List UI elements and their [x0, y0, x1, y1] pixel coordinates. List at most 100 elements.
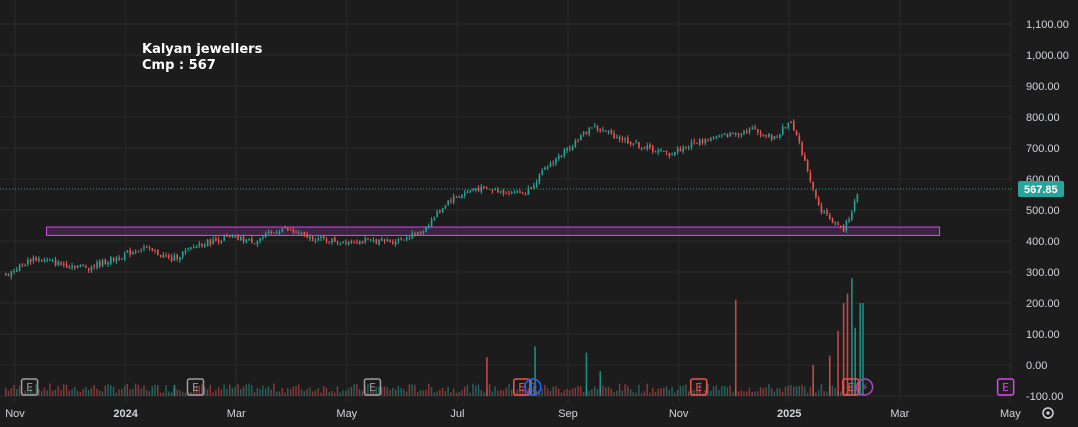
volume-bar — [737, 391, 740, 396]
candle-body — [558, 155, 560, 159]
candle-body — [701, 140, 704, 143]
candle-body — [314, 240, 317, 242]
event-marker-earnings[interactable]: E — [689, 378, 708, 396]
price-axis[interactable]: 1,100.001,000.00900.00800.00700.00600.00… — [1026, 19, 1069, 403]
candle-body — [115, 257, 118, 262]
volume-spike — [851, 278, 853, 396]
volume-bar — [593, 386, 596, 396]
candle-body — [704, 139, 707, 144]
volume-bar — [99, 390, 101, 396]
volume-bar — [85, 386, 87, 396]
event-marker-earnings[interactable]: E — [513, 378, 531, 396]
volume-bar — [582, 392, 585, 396]
candle-body — [682, 147, 685, 152]
candle-body — [408, 238, 411, 240]
candle-body — [212, 239, 214, 245]
candle-body — [768, 133, 770, 137]
event-marker-earnings[interactable]: E — [842, 378, 860, 396]
chart-settings-icon[interactable] — [1042, 407, 1054, 419]
chart-text-annotation[interactable]: Kalyan jewellers Cmp : 567 — [142, 42, 262, 74]
support-zone-rect[interactable] — [45, 226, 941, 236]
candle-body — [16, 269, 18, 272]
volume-bar — [170, 392, 173, 396]
candle-body — [18, 264, 21, 271]
time-axis[interactable]: Nov 2024 Mar May Jul Sep Nov 2025 Mar May — [5, 408, 1021, 420]
volume-spike — [486, 357, 488, 396]
candle-body — [571, 146, 574, 150]
candle-body — [632, 143, 635, 145]
candle-body — [759, 132, 762, 136]
event-marker-label: E — [26, 381, 33, 394]
candle-body — [411, 233, 414, 239]
volume-spike — [859, 303, 861, 396]
candle-body — [851, 212, 853, 220]
candle-body — [826, 210, 828, 214]
candle-body — [842, 225, 845, 232]
candle-body — [463, 192, 466, 196]
volume-bar — [93, 385, 95, 396]
volume-bar — [519, 389, 521, 396]
candle-body — [93, 265, 96, 267]
event-marker-earnings[interactable]: E — [186, 378, 205, 396]
volume-spike — [534, 346, 536, 396]
volume-bar — [511, 389, 513, 396]
volume-bar — [259, 389, 261, 396]
volume-bar — [176, 389, 178, 396]
candle-body — [157, 249, 159, 255]
candle-body — [712, 138, 715, 140]
candle-body — [524, 194, 527, 196]
event-marker-earnings[interactable]: E — [363, 378, 382, 396]
candle-body — [193, 246, 195, 248]
x-tick-label: 2025 — [777, 408, 801, 420]
volume-bar — [433, 392, 435, 396]
volume-bar — [643, 391, 646, 396]
volume-bar — [107, 383, 109, 396]
volume-bar — [126, 384, 129, 396]
candle-body — [209, 239, 212, 245]
x-tick-label: Nov — [5, 408, 25, 420]
candle-body — [99, 261, 101, 267]
candle-body — [123, 253, 126, 260]
candle-body — [602, 129, 604, 131]
volume-bar — [193, 389, 195, 396]
volume-bar — [544, 384, 546, 396]
candle-body — [347, 241, 350, 245]
volume-bar — [237, 383, 239, 396]
volume-bar — [328, 391, 330, 396]
volume-bar — [190, 391, 192, 396]
candle-body — [585, 131, 588, 134]
volume-bar — [508, 384, 510, 396]
event-marker-earnings[interactable]: E — [996, 378, 1015, 396]
volume-bar — [10, 388, 12, 396]
volume-bar — [270, 389, 272, 396]
candle-body — [234, 236, 237, 238]
candle-body — [137, 251, 140, 253]
volume-bar — [740, 390, 742, 396]
last-price-value: 567.85 — [1024, 184, 1058, 196]
candle-body — [665, 151, 668, 153]
candle-body — [707, 140, 709, 142]
volume-bar — [635, 392, 637, 396]
volume-bar — [707, 383, 709, 396]
candle-body — [610, 130, 613, 134]
candle-body — [461, 195, 463, 198]
candle-body — [184, 250, 187, 253]
volume-bar — [325, 387, 328, 396]
volume-bar — [627, 386, 629, 396]
volume-bar — [502, 390, 505, 396]
candle-body — [132, 252, 134, 255]
candle-body — [746, 131, 748, 133]
volume-bar — [538, 390, 541, 396]
candle-body — [527, 188, 530, 195]
event-marker-split[interactable]: ⚡ — [855, 378, 874, 396]
candle-body — [345, 242, 347, 244]
volume-bar — [287, 388, 289, 396]
volume-bar — [441, 388, 444, 396]
candle-body — [718, 135, 720, 137]
volume-bar — [729, 385, 731, 396]
event-marker-earnings[interactable]: E — [20, 378, 39, 396]
candle-body — [295, 231, 297, 234]
event-marker-dividend[interactable]: D — [524, 378, 542, 396]
